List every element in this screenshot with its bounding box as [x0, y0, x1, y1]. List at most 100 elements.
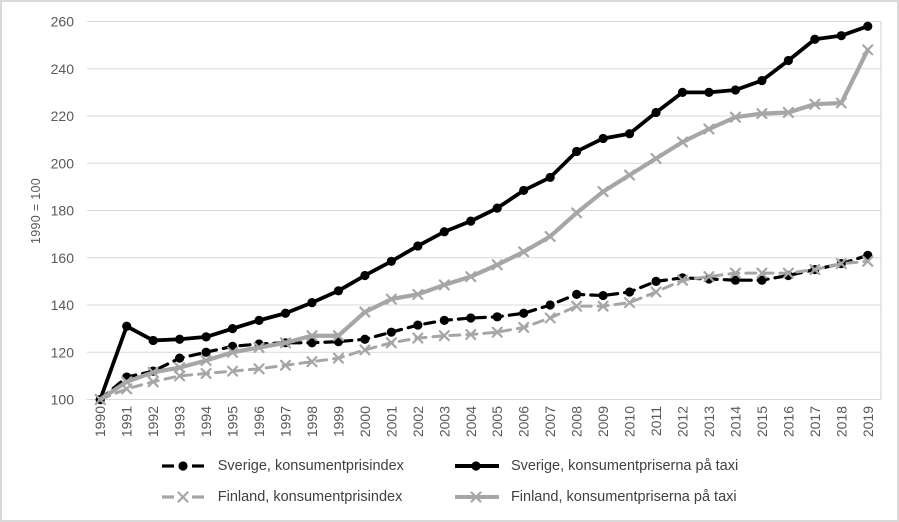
data-point-marker [704, 87, 714, 97]
data-point-marker [386, 256, 396, 266]
data-point-marker [571, 300, 583, 312]
y-tick-label: 100 [51, 392, 75, 408]
legend: Sverige, konsumentprisindex Sverige, kon… [2, 453, 897, 510]
data-point-marker [465, 271, 477, 283]
data-point-marker [492, 203, 502, 213]
y-tick-label: 220 [51, 108, 75, 124]
data-point-marker [465, 328, 477, 341]
data-point-marker [835, 258, 847, 270]
series-1 [95, 21, 873, 405]
data-point-marker [439, 227, 449, 237]
data-point-marker [412, 288, 424, 300]
data-point-marker [756, 267, 768, 279]
legend-item-finland-taxi: Finland, konsumentpriserna på taxi [454, 484, 738, 510]
x-tick-label: 2006 [516, 406, 532, 437]
data-point-marker [757, 275, 767, 285]
data-point-marker [545, 172, 555, 183]
data-point-marker [810, 34, 820, 44]
data-point-marker [280, 308, 291, 318]
x-tick-label: 1995 [225, 406, 241, 437]
x-tick-label: 2009 [595, 406, 611, 437]
data-point-marker [809, 98, 821, 110]
data-point-marker [359, 344, 371, 356]
data-point-marker [332, 330, 345, 342]
data-point-marker [385, 293, 397, 305]
x-tick-label: 1996 [251, 406, 267, 437]
data-point-marker [307, 298, 317, 308]
x-tick-label: 2015 [754, 406, 770, 437]
x-tick-label: 1991 [119, 406, 135, 437]
data-point-marker [597, 186, 609, 198]
legend-label: Sverige, konsumentprisindex [217, 458, 404, 474]
data-point-marker [491, 259, 503, 271]
data-point-marker [360, 270, 370, 281]
x-tick-label: 2014 [727, 406, 743, 437]
x-tick-label: 2011 [648, 406, 664, 436]
x-tick-label: 2010 [622, 406, 638, 437]
series-line [98, 253, 870, 402]
x-tick-label: 2018 [833, 406, 849, 437]
data-point-marker [598, 290, 608, 301]
legend-marker-finland-kpi-icon [161, 491, 204, 503]
x-tick-label: 1998 [304, 406, 320, 437]
data-point-marker [148, 335, 158, 346]
data-point-marker [332, 352, 345, 364]
y-tick-label: 240 [51, 61, 75, 77]
data-point-marker [385, 337, 397, 349]
data-point-marker [519, 308, 529, 318]
y-tick-label: 180 [51, 203, 75, 219]
data-point-marker [466, 313, 476, 323]
data-point-marker [492, 312, 502, 322]
data-point-marker [439, 315, 449, 325]
data-point-marker [703, 271, 715, 283]
data-point-marker [226, 346, 239, 358]
x-tick-label: 2002 [410, 406, 426, 437]
data-point-marker [703, 123, 715, 135]
plot-area: 100 120 140 160 180 200 220 240 260 1990 1991 1992 1… [51, 14, 882, 437]
x-tick-label: 1999 [330, 406, 346, 437]
x-tick-label: 2019 [860, 406, 876, 437]
data-point-marker [809, 263, 821, 276]
data-point-marker [175, 334, 185, 344]
data-point-marker [200, 354, 212, 367]
data-point-marker [651, 107, 661, 118]
data-point-marker [571, 207, 583, 219]
x-tick-label: 2013 [701, 406, 717, 437]
data-point-marker [307, 338, 317, 348]
series-line [98, 259, 870, 401]
data-point-marker [836, 31, 846, 41]
data-point-marker [835, 97, 847, 109]
x-tick-label: 1997 [278, 406, 294, 437]
legend-marker-sverige-kpi-icon [161, 461, 204, 471]
data-point-marker [359, 306, 371, 318]
data-point-marker [279, 337, 292, 349]
data-point-marker [650, 286, 662, 298]
legend-label: Finland, konsumentprisindex [217, 489, 403, 505]
data-point-marker [623, 297, 636, 309]
y-tick-label: 120 [51, 344, 75, 360]
series-3 [94, 44, 874, 406]
data-point-marker [624, 287, 635, 297]
data-point-marker [491, 326, 503, 338]
data-point-marker [438, 330, 450, 342]
data-point-marker [253, 341, 265, 354]
data-point-marker [254, 315, 264, 325]
data-point-marker [598, 133, 608, 144]
data-point-marker [862, 44, 874, 56]
y-tick-label: 140 [51, 297, 75, 313]
y-tick-label: 200 [51, 155, 75, 171]
data-point-marker [676, 274, 689, 286]
data-point-marker [757, 75, 767, 86]
x-tick-label: 2001 [383, 406, 399, 437]
data-point-marker [121, 376, 133, 388]
data-point-marker [466, 216, 476, 226]
x-tick-label: 2004 [463, 406, 479, 437]
data-point-marker [122, 321, 132, 331]
x-tick-label: 2000 [357, 406, 373, 437]
data-point-marker [782, 106, 794, 119]
data-point-marker [174, 362, 186, 374]
data-point-marker [519, 185, 529, 196]
legend-label: Finland, konsumentpriserna på taxi [510, 489, 737, 505]
data-point-marker [518, 321, 530, 334]
data-point-marker [572, 289, 582, 299]
